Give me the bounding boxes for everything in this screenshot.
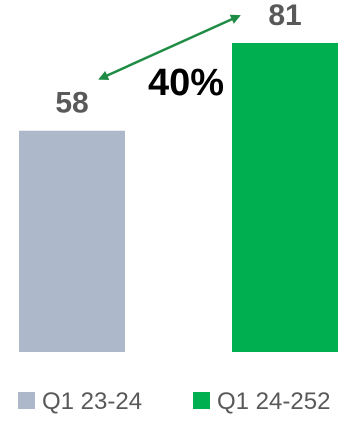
value-label-2: 81 xyxy=(268,0,301,32)
bar-1 xyxy=(19,130,125,352)
growth-annotation: 40% xyxy=(148,62,224,104)
legend-swatch-1 xyxy=(18,392,35,409)
bars-group xyxy=(19,43,338,352)
value-labels-group: 58 81 xyxy=(55,0,301,120)
legend-label-1: Q1 23-24 xyxy=(42,388,142,415)
growth-arrow xyxy=(98,14,241,81)
value-label-1: 58 xyxy=(55,87,88,120)
legend-label-2: Q1 24-252 xyxy=(217,388,330,415)
legend-swatch-2 xyxy=(193,392,210,409)
bar-2 xyxy=(232,43,338,352)
legend: Q1 23-24 Q1 24-252 xyxy=(18,388,330,415)
